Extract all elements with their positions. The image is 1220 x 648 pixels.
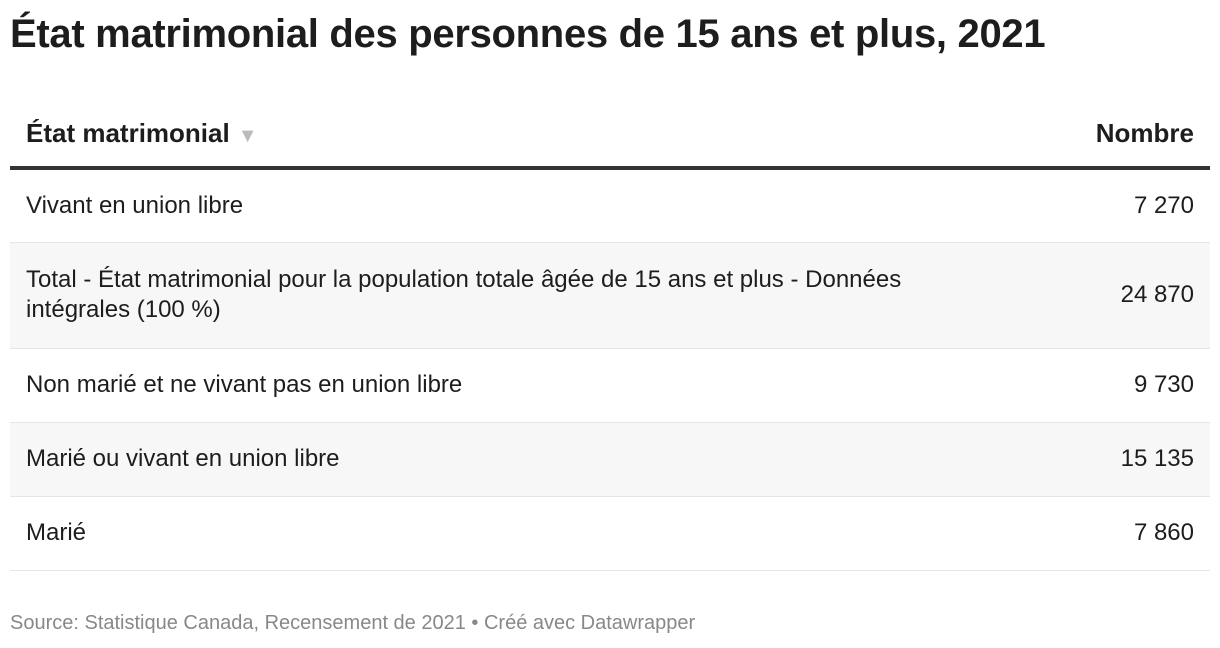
table-row: Total - État matrimonial pour la populat… (10, 242, 1210, 349)
row-label: Total - État matrimonial pour la populat… (10, 242, 1016, 349)
row-label: Vivant en union libre (10, 168, 1016, 243)
data-table: État matrimonial ▼ Nombre Vivant en union… (10, 100, 1210, 571)
source-footer: Source: Statistique Canada, Recensement … (10, 612, 696, 634)
table-row: Marié ou vivant en union libre 15 135 (10, 422, 1210, 497)
row-label: Non marié et ne vivant pas en union libr… (10, 348, 1016, 423)
row-value: 9 730 (1015, 348, 1210, 423)
column-header-label: État matrimonial (26, 117, 230, 148)
column-header-nombre[interactable]: Nombre (1015, 100, 1210, 170)
chart-title: État matrimonial des personnes de 15 ans… (10, 12, 1046, 56)
row-value: 7 860 (1015, 496, 1210, 571)
row-label: Marié (10, 496, 1016, 571)
row-value: 24 870 (1015, 242, 1210, 349)
row-value: 7 270 (1015, 168, 1210, 243)
row-value: 15 135 (1015, 422, 1210, 497)
table-row: Marié 7 860 (10, 496, 1210, 571)
column-header-etat[interactable]: État matrimonial ▼ (10, 100, 1016, 170)
table-row: Non marié et ne vivant pas en union libr… (10, 348, 1210, 423)
row-label: Marié ou vivant en union libre (10, 422, 1016, 497)
sort-down-icon[interactable]: ▼ (237, 124, 258, 147)
table-row: Vivant en union libre 7 270 (10, 168, 1210, 243)
table-header-row: État matrimonial ▼ Nombre (10, 100, 1210, 170)
